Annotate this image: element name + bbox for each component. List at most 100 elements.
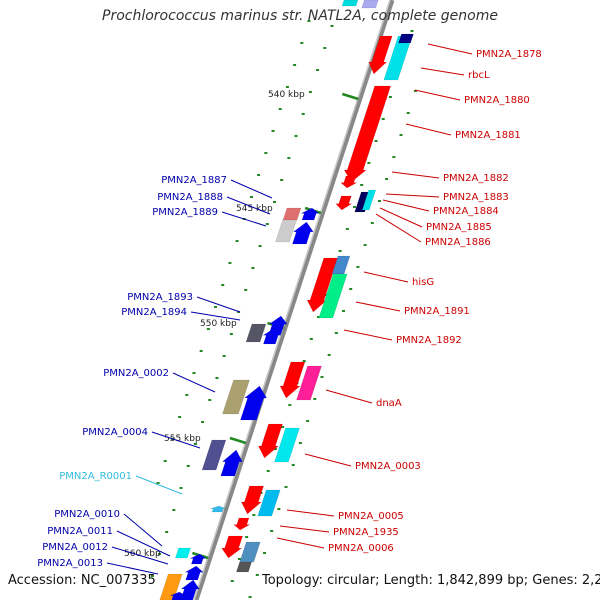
gene-label-left[interactable]: PMN2A_0013 [37, 558, 103, 569]
gene-label-right[interactable]: PMN2A_1886 [425, 237, 491, 248]
gene-top-lilac[interactable] [361, 0, 379, 9]
gene-label-right[interactable]: hisG [412, 277, 434, 288]
gene-small-dark[interactable] [398, 33, 414, 44]
gene-pmn2a-0002-2[interactable] [240, 385, 268, 421]
gene-label-right[interactable]: PMN2A_1885 [426, 222, 492, 233]
gene-pmn2a-0002[interactable] [222, 379, 250, 415]
track-tick-mark [192, 372, 196, 374]
gene-pmn2a-1880[interactable] [343, 85, 392, 183]
gene-dnaa[interactable] [279, 361, 306, 399]
track-tick-mark [163, 460, 167, 462]
label-leader-line [196, 296, 241, 313]
gene-label-right[interactable]: PMN2A_1881 [455, 130, 521, 141]
track-tick-mark [249, 196, 253, 198]
gene-pmn2a-0004[interactable] [201, 439, 227, 471]
gene-small-blue[interactable] [301, 207, 320, 221]
label-leader-line [379, 207, 423, 228]
genome-summary-text: Topology: circular; Length: 1,842,899 bp… [262, 573, 600, 588]
gene-label-right[interactable]: PMN2A_1880 [464, 95, 530, 106]
track-tick-mark [284, 486, 288, 488]
gene-pmn2a-r0001[interactable] [210, 505, 227, 513]
track-tick-mark [244, 289, 248, 291]
track-tick-mark [330, 25, 334, 27]
track-tick-mark [306, 420, 310, 422]
label-leader-line [279, 525, 330, 533]
gene-pmn2a-0005-2[interactable] [257, 489, 281, 517]
gene-label-right[interactable]: PMN2A_1891 [404, 306, 470, 317]
label-leader-line [363, 271, 409, 283]
gene-label-left[interactable]: PMN2A_0002 [103, 368, 169, 379]
gene-dnaa-2[interactable] [296, 365, 322, 401]
gene-pmn2a-1891[interactable] [318, 273, 348, 319]
gene-pmn2a-0003[interactable] [257, 423, 283, 459]
gene-pmn2a-0005[interactable] [240, 485, 264, 515]
track-tick-mark [291, 464, 295, 466]
track-tick-mark [410, 30, 414, 32]
label-leader-line [123, 513, 163, 547]
gene-pmn2a-1935[interactable] [233, 517, 250, 531]
label-leader-line [304, 453, 352, 467]
gene-pmn2a-1889[interactable] [292, 221, 314, 245]
track-tick-mark [307, 20, 311, 22]
gene-pmn2a-1878[interactable] [368, 35, 393, 75]
gene-pmn2a-0006[interactable] [221, 535, 243, 559]
gene-small-grey[interactable] [236, 561, 252, 573]
track-tick-mark [370, 222, 374, 224]
gene-label-left[interactable]: PMN2A_0004 [82, 427, 148, 438]
gene-pmn2a-0004-2[interactable] [220, 449, 243, 477]
gene-pmn2a-0011[interactable] [190, 553, 207, 565]
label-leader-line [420, 67, 465, 76]
gene-label-left[interactable]: PMN2A_1893 [127, 292, 193, 303]
gene-top-cyan[interactable] [341, 0, 359, 7]
track-tick-mark [399, 134, 403, 136]
gene-pmn2a-1893[interactable] [245, 323, 267, 343]
track-tick-mark [277, 508, 281, 510]
track-tick-mark [270, 530, 274, 532]
gene-label-right[interactable]: PMN2A_1884 [433, 206, 499, 217]
scale-label: 540 kbp [268, 90, 305, 100]
track-tick-mark [206, 328, 210, 330]
gene-pmn2a-1894[interactable] [262, 327, 282, 345]
gene-label-left[interactable]: PMN2A_0011 [47, 526, 113, 537]
gene-pmn2a-1885[interactable] [361, 189, 377, 211]
track-tick-mark [280, 179, 284, 181]
track-tick-mark [338, 250, 342, 252]
gene-pmn2a-0012[interactable] [184, 565, 204, 581]
gene-pmn2a-0006-2[interactable] [239, 541, 261, 563]
gene-label-right[interactable]: PMN2A_1892 [396, 335, 462, 346]
gene-label-left[interactable]: PMN2A_0012 [42, 542, 108, 553]
gene-label-right[interactable]: PMN2A_1882 [443, 173, 509, 184]
gene-label-left[interactable]: PMN2A_1887 [161, 175, 227, 186]
gene-pmn2a-0003-2[interactable] [274, 427, 300, 463]
gene-label-right[interactable]: PMN2A_1878 [476, 49, 542, 60]
gene-pmn2a-1884[interactable] [335, 195, 353, 211]
gene-label-right[interactable]: dnaA [376, 398, 402, 409]
track-tick-mark [288, 404, 292, 406]
gene-label-right[interactable]: PMN2A_1935 [333, 527, 399, 538]
gene-label-right[interactable]: PMN2A_0003 [355, 461, 421, 472]
track-tick-mark [264, 152, 268, 154]
gene-label-left[interactable]: PMN2A_1894 [121, 307, 187, 318]
gene-pmn2a-1887[interactable] [282, 207, 302, 221]
label-leader-line [385, 193, 440, 198]
gene-label-right[interactable]: PMN2A_0005 [338, 511, 404, 522]
gene-label-left[interactable]: PMN2A_R0001 [59, 471, 132, 482]
gene-label-left[interactable]: PMN2A_1889 [152, 207, 218, 218]
gene-pmn2a-1882[interactable] [340, 175, 357, 189]
track-tick-mark [367, 162, 371, 164]
gene-pmn2a-1888[interactable] [275, 219, 297, 243]
gene-pmn2a-0010[interactable] [175, 547, 191, 559]
gene-label-left[interactable]: PMN2A_0010 [54, 509, 120, 520]
track-tick-mark [165, 531, 169, 533]
track-tick-mark [172, 509, 176, 511]
gene-label-left[interactable]: PMN2A_1888 [157, 192, 223, 203]
track-tick-mark [381, 118, 385, 120]
gene-label-right[interactable]: rbcL [468, 70, 490, 81]
track-tick-mark [178, 416, 182, 418]
gene-label-right[interactable]: PMN2A_0006 [328, 543, 394, 554]
track-tick-mark [349, 288, 353, 290]
track-tick-mark [214, 306, 218, 308]
label-leader-line [286, 509, 335, 517]
gene-label-right[interactable]: PMN2A_1883 [443, 192, 509, 203]
